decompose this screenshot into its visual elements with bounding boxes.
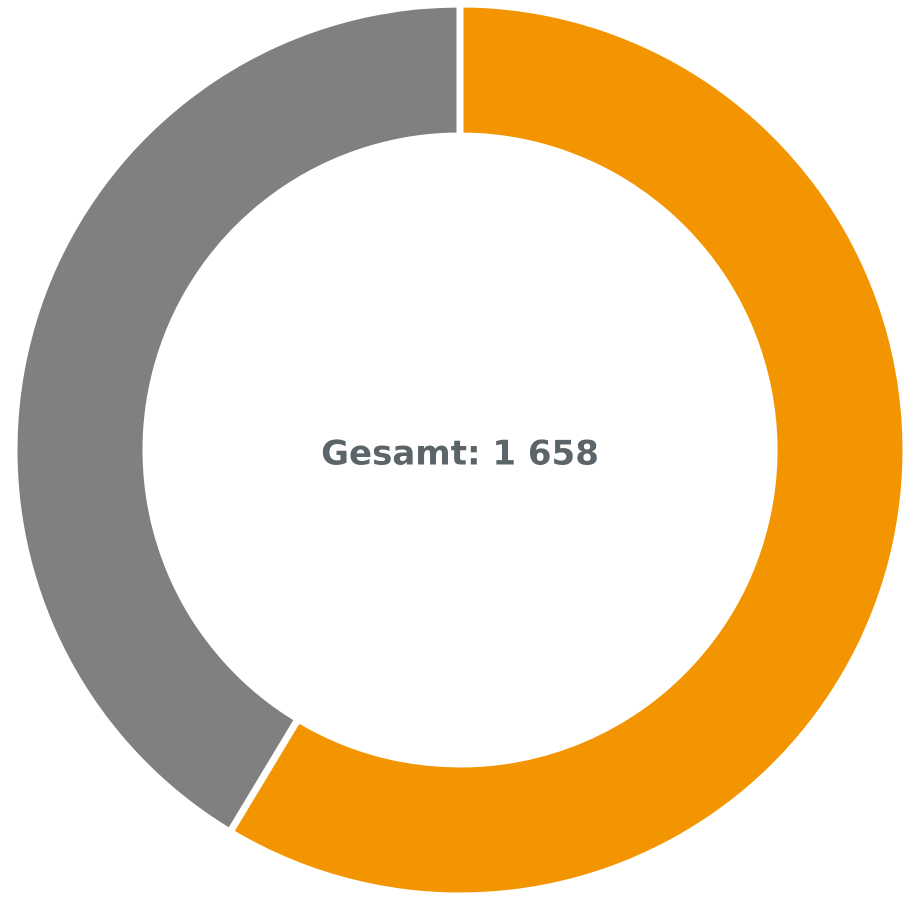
center-label: Gesamt: 1 658 [321, 434, 599, 474]
donut-slice [225, 0, 907, 899]
donut-slice [10, 0, 464, 837]
donut [10, 0, 907, 899]
